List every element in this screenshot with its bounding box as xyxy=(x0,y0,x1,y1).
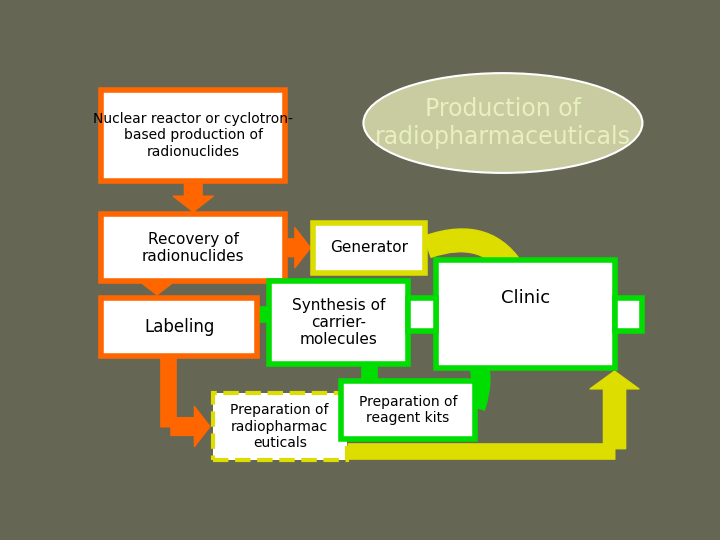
Text: Recovery of
radionuclides: Recovery of radionuclides xyxy=(142,232,245,264)
FancyBboxPatch shape xyxy=(269,281,408,364)
Text: Production of
radiopharmaceuticals: Production of radiopharmaceuticals xyxy=(375,97,631,149)
FancyBboxPatch shape xyxy=(213,393,347,460)
FancyBboxPatch shape xyxy=(313,223,425,273)
FancyBboxPatch shape xyxy=(615,298,642,331)
Text: Preparation of
reagent kits: Preparation of reagent kits xyxy=(359,395,457,425)
Text: Clinic: Clinic xyxy=(500,289,550,307)
Text: Synthesis of
carrier-
molecules: Synthesis of carrier- molecules xyxy=(292,298,385,348)
FancyBboxPatch shape xyxy=(436,260,615,368)
Text: Preparation of
radiopharmac
euticals: Preparation of radiopharmac euticals xyxy=(230,403,329,450)
FancyBboxPatch shape xyxy=(341,381,475,439)
Text: Generator: Generator xyxy=(330,240,408,255)
FancyBboxPatch shape xyxy=(101,214,285,281)
FancyBboxPatch shape xyxy=(408,298,436,331)
Text: Nuclear reactor or cyclotron-
based production of
radionuclides: Nuclear reactor or cyclotron- based prod… xyxy=(94,112,293,159)
Text: Labeling: Labeling xyxy=(144,318,215,336)
Ellipse shape xyxy=(364,73,642,173)
FancyBboxPatch shape xyxy=(101,90,285,181)
FancyBboxPatch shape xyxy=(101,298,258,356)
